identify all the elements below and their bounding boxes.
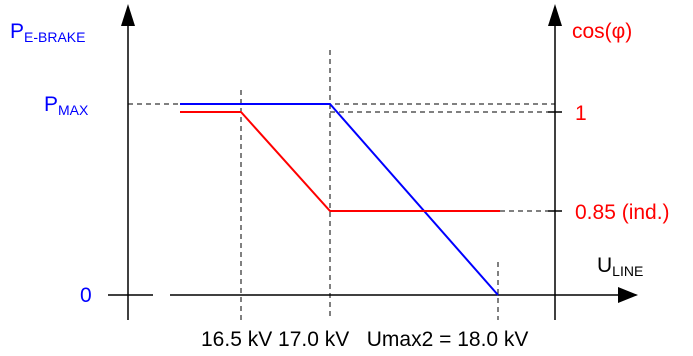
cos-tick-low-label: 0.85 (ind.)	[575, 201, 670, 224]
cos-phi-curve	[180, 111, 500, 212]
x-axis-title-sub: LINE	[612, 263, 643, 279]
x-axis-title: ULINE	[597, 254, 643, 279]
right-axis-arrow	[548, 4, 562, 26]
power-curve	[180, 103, 499, 296]
x-axis-arrow	[618, 287, 638, 303]
reference-lines	[128, 50, 555, 320]
zero-label: 0	[80, 284, 92, 307]
left-axis-title-main: P	[10, 20, 24, 43]
right-axis-title: cos(φ)	[572, 20, 632, 43]
pmax-label-main: P	[44, 93, 58, 116]
pmax-label: PMAX	[44, 93, 89, 118]
pmax-label-sub: MAX	[58, 102, 89, 118]
voltage-ticks-label: 16.5 kV 17.0 kV Umax2 = 18.0 kV	[201, 328, 528, 351]
left-axis-title-sub: E-BRAKE	[24, 29, 85, 45]
left-axis-arrow	[121, 4, 135, 26]
left-axis-title: PE-BRAKE	[10, 20, 85, 45]
x-axis-title-main: U	[597, 254, 612, 277]
cos-tick-one-label: 1	[575, 102, 587, 125]
